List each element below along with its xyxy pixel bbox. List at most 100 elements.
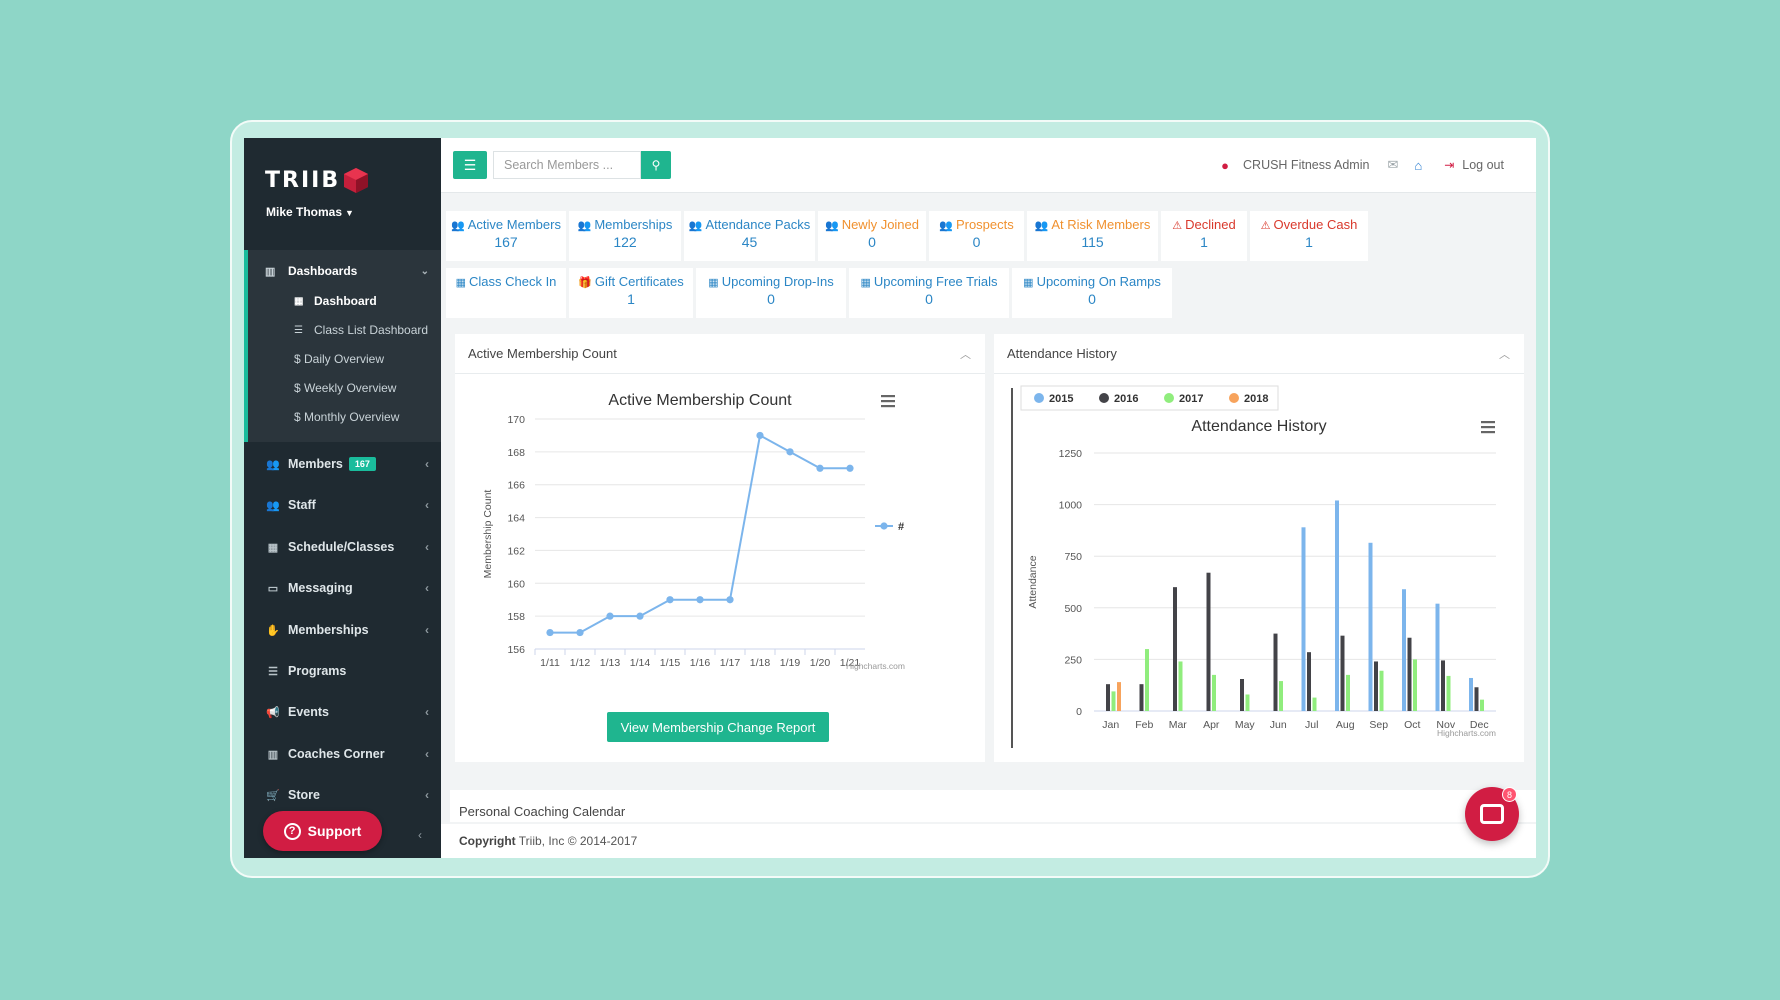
nav-label: Programs <box>288 664 347 678</box>
bar <box>1374 661 1378 711</box>
membership-line-chart: Active Membership Count 156 158 160 162 164 16… <box>482 392 905 671</box>
y-tick-label: 170 <box>507 414 525 426</box>
hamburger-icon: ☰ <box>463 156 477 173</box>
user-menu[interactable]: Mike Thomas ▼ <box>266 205 354 219</box>
calendar-icon: ▦ <box>708 277 719 289</box>
sub-class-list-dashboard[interactable]: ☰ Class List Dashboard <box>294 323 428 337</box>
nav-label: Members <box>288 457 343 471</box>
x-tick-label: Mar <box>1169 719 1188 731</box>
bar <box>1301 527 1306 711</box>
stat-active-members[interactable]: 👥 Active Members 167 <box>446 211 566 261</box>
nav-programs[interactable]: ☰ Programs <box>265 664 429 678</box>
bar <box>1178 661 1183 711</box>
app-window: TRIIB Mike Thomas ▼ ▥ Dashboards ⌄ ▦ Dashb… <box>244 138 1536 858</box>
calendar-icon: ▦ <box>1023 277 1034 289</box>
stat-attendance-packs[interactable]: 👥 Attendance Packs 45 <box>684 211 815 261</box>
stat-memberships[interactable]: 👥 Memberships 122 <box>569 211 681 261</box>
bar <box>1340 635 1345 711</box>
nav-messaging[interactable]: ▭ Messaging ‹ <box>265 581 429 595</box>
stat-gift-certificates[interactable]: 🎁 Gift Certificates 1 <box>569 268 693 318</box>
dashboards-section <box>244 250 441 442</box>
stat-label: 👥 Newly Joined <box>818 217 926 232</box>
stat-value: 0 <box>767 291 775 307</box>
bar <box>1335 500 1339 711</box>
admin-name[interactable]: CRUSH Fitness Admin <box>1243 158 1370 172</box>
x-tick-label: 1/21 <box>840 657 861 669</box>
menu-toggle-button[interactable]: ☰ <box>453 151 487 179</box>
chevron-left-icon: ‹ <box>425 747 429 761</box>
stat-label: ⚠ Overdue Cash <box>1250 217 1368 232</box>
nav-schedule-classes[interactable]: ▦ Schedule/Classes ‹ <box>265 540 429 554</box>
users-icon: 👥 <box>451 220 465 232</box>
stat-at-risk-members[interactable]: 👥 At Risk Members 115 <box>1027 211 1158 261</box>
sub-dashboard[interactable]: ▦ Dashboard <box>294 294 377 308</box>
stat-upcoming-free-trials[interactable]: ▦ Upcoming Free Trials 0 <box>849 268 1009 318</box>
envelope-icon[interactable]: ✉ <box>1387 157 1399 172</box>
stat-newly-joined[interactable]: 👥 Newly Joined 0 <box>818 211 926 261</box>
chart-menu-icon <box>1481 426 1495 429</box>
chart-icon: ▥ <box>267 748 279 761</box>
nav-label: Messaging <box>288 581 353 595</box>
search-input[interactable]: Search Members ... <box>493 151 641 179</box>
support-button[interactable]: ? Support <box>263 811 382 851</box>
nav-events[interactable]: 📢 Events ‹ <box>265 705 429 719</box>
nav-members[interactable]: 👥 Members 167 ‹ <box>265 457 429 471</box>
stat-declined[interactable]: ⚠ Declined 1 <box>1161 211 1247 261</box>
home-icon[interactable]: ⌂ <box>1414 157 1423 173</box>
stat-label-text: Memberships <box>594 217 673 232</box>
collapse-chevron-icon[interactable]: ︿ <box>960 349 971 361</box>
bar <box>1145 649 1149 711</box>
collapse-chevron-icon[interactable]: ︿ <box>1499 349 1510 361</box>
chat-launcher-button[interactable]: 8 <box>1465 787 1519 841</box>
bullhorn-icon: 📢 <box>266 706 280 719</box>
nav-coaches-corner[interactable]: ▥ Coaches Corner ‹ <box>265 747 429 761</box>
stat-value: 122 <box>613 234 637 250</box>
nav-dashboards[interactable]: ▥ Dashboards ⌄ <box>265 264 429 278</box>
legend-label: 2015 <box>1049 393 1073 405</box>
users-icon: 👥 <box>1034 220 1049 232</box>
chart-menu-icon <box>1481 431 1495 434</box>
legend-marker <box>1034 393 1044 403</box>
chevron-left-icon[interactable]: ‹ <box>418 828 422 842</box>
nav-label: Schedule/Classes <box>288 540 395 554</box>
bar <box>1279 681 1283 711</box>
stat-value: 1 <box>1305 234 1313 250</box>
stat-class-check-in[interactable]: ▦ Class Check In <box>446 268 566 318</box>
nav-label: Events <box>288 705 329 719</box>
bar <box>1402 589 1406 711</box>
nav-staff[interactable]: 👥 Staff ‹ <box>265 498 429 512</box>
stat-prospects[interactable]: 👥 Prospects 0 <box>929 211 1024 261</box>
x-tick-label: 1/11 <box>540 657 560 669</box>
x-tick-label: Jul <box>1305 719 1318 731</box>
sub-label: $ Monthly Overview <box>294 410 400 424</box>
chart-menu-icon <box>1481 421 1495 424</box>
stat-label: 👥 Memberships <box>569 217 681 232</box>
chart-title: Attendance History <box>1191 418 1326 435</box>
sub-weekly-overview[interactable]: $ Weekly Overview <box>294 381 396 395</box>
bar <box>1441 660 1445 711</box>
sub-label: Dashboard <box>314 294 377 308</box>
bar <box>1111 691 1116 711</box>
bar <box>1106 684 1110 711</box>
stat-value: 0 <box>925 291 933 307</box>
logo-text: TRIIB <box>265 167 341 193</box>
data-point <box>666 596 674 604</box>
sub-monthly-overview[interactable]: $ Monthly Overview <box>294 410 399 424</box>
sub-daily-overview[interactable]: $ Daily Overview <box>294 352 384 366</box>
stat-upcoming-on-ramps[interactable]: ▦ Upcoming On Ramps 0 <box>1012 268 1172 318</box>
bar <box>1212 674 1216 711</box>
grid-icon: ▦ <box>294 295 304 307</box>
bar <box>1273 633 1278 711</box>
stat-upcoming-drop-ins[interactable]: ▦ Upcoming Drop-Ins 0 <box>696 268 846 318</box>
triib-logo[interactable]: TRIIB <box>265 166 370 194</box>
stat-value: 1 <box>1200 234 1208 250</box>
stat-label: ▦ Upcoming Drop-Ins <box>696 274 846 289</box>
cube-logo-icon <box>344 168 369 193</box>
logout-link[interactable]: Log out <box>1462 158 1504 172</box>
stat-overdue-cash[interactable]: ⚠ Overdue Cash 1 <box>1250 211 1368 261</box>
search-button[interactable]: ⚲ <box>641 151 671 179</box>
legend-marker <box>880 522 888 530</box>
view-membership-change-report-button[interactable]: View Membership Change Report <box>607 712 829 742</box>
nav-store[interactable]: 🛒 Store ‹ <box>265 788 429 802</box>
nav-memberships[interactable]: ✋ Memberships ‹ <box>265 623 429 637</box>
